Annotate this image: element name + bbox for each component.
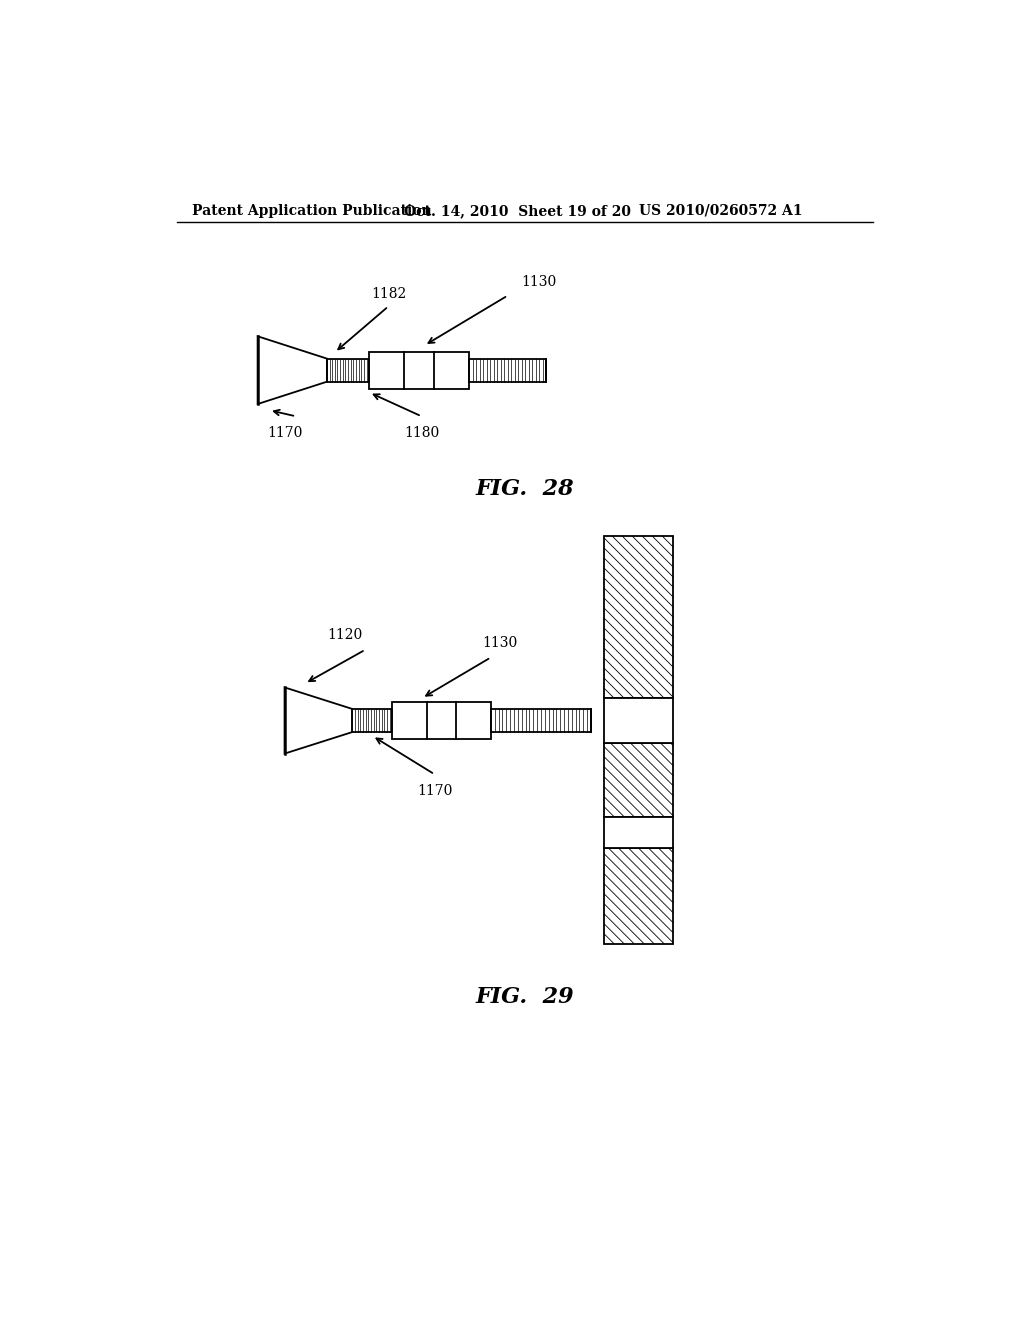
Text: 1130: 1130: [521, 276, 556, 289]
Polygon shape: [285, 688, 352, 754]
Polygon shape: [258, 337, 327, 404]
Text: 1130: 1130: [482, 636, 518, 649]
Bar: [604, 847, 674, 944]
Bar: [604, 743, 674, 817]
Bar: [327, 359, 370, 381]
Text: 1170: 1170: [417, 784, 453, 797]
Bar: [604, 536, 674, 698]
Text: 1170: 1170: [267, 426, 302, 441]
Bar: [604, 698, 674, 743]
Text: Patent Application Publication: Patent Application Publication: [193, 203, 432, 218]
Text: US 2010/0260572 A1: US 2010/0260572 A1: [639, 203, 802, 218]
Text: 1120: 1120: [327, 628, 362, 642]
Text: Oct. 14, 2010  Sheet 19 of 20: Oct. 14, 2010 Sheet 19 of 20: [403, 203, 631, 218]
Bar: [392, 702, 490, 739]
Bar: [352, 709, 392, 733]
Text: FIG.  29: FIG. 29: [475, 986, 574, 1008]
Text: 1182: 1182: [371, 286, 407, 301]
Bar: [604, 817, 674, 847]
Bar: [490, 709, 591, 733]
Bar: [469, 359, 547, 381]
Text: FIG.  28: FIG. 28: [475, 478, 574, 500]
Bar: [370, 351, 469, 388]
Text: 1180: 1180: [404, 426, 439, 441]
